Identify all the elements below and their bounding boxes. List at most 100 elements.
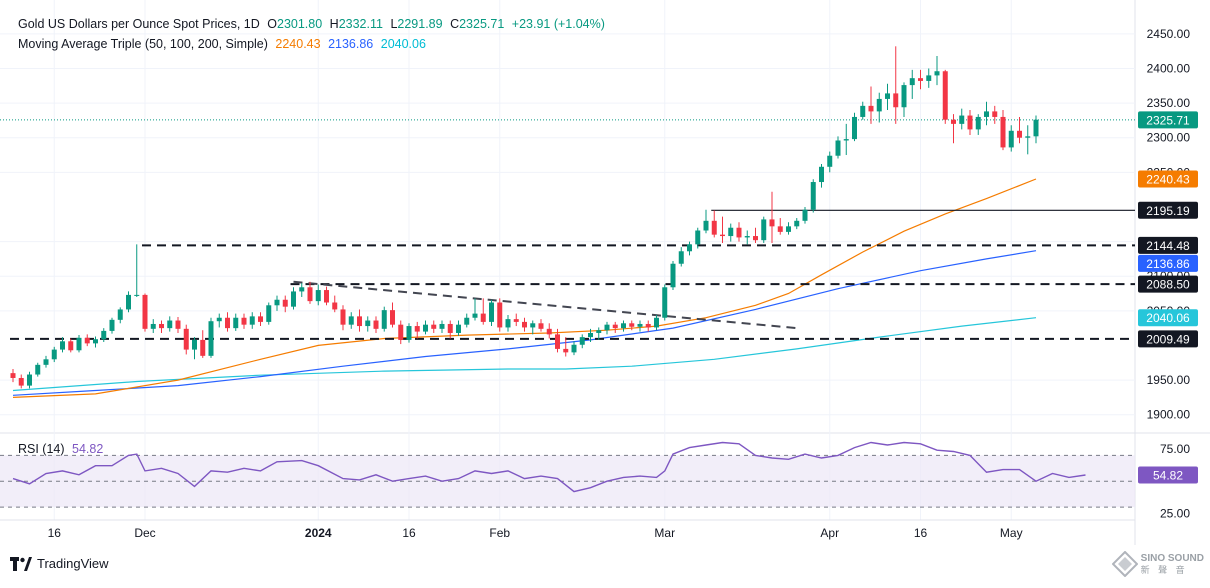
time-tick-label: Dec <box>134 526 155 540</box>
candle-body <box>695 230 701 245</box>
candle-body <box>926 75 932 81</box>
candle-body <box>208 321 214 356</box>
candle-body <box>43 359 49 365</box>
candle-body <box>249 316 255 325</box>
tradingview-logo[interactable]: TradingView <box>10 556 109 571</box>
candle-body <box>579 337 585 345</box>
candle-body <box>1000 116 1006 148</box>
candle-body <box>530 323 536 328</box>
price-tick-label: 2350.00 <box>1147 96 1191 110</box>
close-label: C <box>450 17 460 31</box>
candle-body <box>357 316 362 327</box>
grid-lines <box>0 0 1210 545</box>
candle-body <box>992 111 998 117</box>
candle-body <box>258 316 263 322</box>
change-value: +23.91 (+1.04%) <box>511 17 605 31</box>
time-tick-label: 16 <box>48 526 62 540</box>
candle-body <box>852 116 857 140</box>
candle-body <box>167 320 173 329</box>
candle-body <box>522 321 527 328</box>
price-tag-label: 2136.86 <box>1146 257 1190 271</box>
rsi-band <box>0 454 1135 508</box>
candle-body <box>678 251 684 264</box>
candle-body <box>728 227 734 237</box>
candle-body <box>596 330 602 333</box>
candle-body <box>324 290 329 303</box>
candle-body <box>885 93 890 99</box>
horizontal-levels <box>0 119 1135 340</box>
candle-body <box>332 302 338 310</box>
candle-body <box>909 78 915 86</box>
ohlc-low: L2291.89 <box>390 17 442 31</box>
time-tick-label: 16 <box>914 526 928 540</box>
low-label: L <box>390 17 398 31</box>
candle-body <box>563 348 569 353</box>
candle-body <box>315 290 321 302</box>
price-axis[interactable]: 1900.001950.002050.002100.002150.002250.… <box>1147 27 1191 521</box>
price-tick-label: 1900.00 <box>1147 408 1191 422</box>
candle-body <box>27 374 32 386</box>
candle-body <box>126 294 131 310</box>
ma200-line <box>12 317 1037 392</box>
candle-body <box>84 337 90 344</box>
candle-body <box>1025 136 1031 138</box>
rsi-series <box>12 441 1086 493</box>
candle-body <box>150 323 156 329</box>
ma50-line <box>12 178 1037 398</box>
price-tag-label: 2195.19 <box>1146 204 1190 218</box>
candle-body <box>753 236 758 241</box>
price-tag-bg <box>1138 201 1198 219</box>
candle-body <box>868 105 874 112</box>
candle-body <box>348 316 354 325</box>
candle-body <box>975 116 981 130</box>
candle-body <box>711 220 717 235</box>
price-tag-label: 2144.48 <box>1146 239 1190 253</box>
ma100-line <box>12 250 1037 396</box>
candle-body <box>35 364 41 375</box>
candle-body <box>134 294 140 296</box>
candle-body <box>720 234 725 237</box>
price-tag-bg <box>1138 309 1198 327</box>
candle-body <box>101 330 107 340</box>
candle-body <box>183 328 189 350</box>
candle-body <box>571 344 577 353</box>
trend-line <box>293 280 797 330</box>
watermark-line2: 新 聲 音 <box>1140 564 1188 575</box>
candle-body <box>216 317 222 322</box>
candle-body <box>241 317 247 325</box>
candle-body <box>439 323 445 329</box>
candle-body <box>431 324 437 329</box>
candle-body <box>810 182 816 210</box>
price-tag-bg <box>1138 111 1198 129</box>
candle-body <box>984 111 989 117</box>
price-tag-bg <box>1138 254 1198 272</box>
candlesticks <box>10 46 1039 389</box>
candle-body <box>299 287 305 292</box>
watermark-line1: SINO SOUND <box>1140 552 1204 564</box>
candle-body <box>423 324 428 332</box>
candle-body <box>588 332 593 338</box>
candle-body <box>192 339 197 350</box>
time-tick-label: Feb <box>489 526 510 540</box>
candle-body <box>307 287 313 302</box>
candle-body <box>225 317 230 329</box>
price-tags: 2325.71 2240.43 2195.19 2144.48 2136.86 2088.… <box>1138 111 1198 484</box>
candle-body <box>670 263 676 288</box>
ma50-value: 2240.43 <box>275 37 321 51</box>
candle-body <box>76 337 82 351</box>
candle-body <box>934 71 940 76</box>
candle-body <box>365 320 371 327</box>
candle-body <box>398 324 404 340</box>
candle-body <box>967 115 973 130</box>
ma100-value: 2136.86 <box>328 37 374 51</box>
time-axis[interactable]: 16 Dec 2024 16 Feb Mar Apr 16 May <box>0 519 1135 540</box>
price-tag-bg <box>1138 236 1198 254</box>
ohlc-open: O2301.80 <box>267 17 322 31</box>
candle-body <box>472 313 478 318</box>
candle-body <box>373 320 379 329</box>
price-tag-label: 2325.71 <box>1146 113 1190 127</box>
candle-body <box>736 227 742 238</box>
watermark: SINO SOUND 新 聲 音 <box>1111 551 1204 577</box>
